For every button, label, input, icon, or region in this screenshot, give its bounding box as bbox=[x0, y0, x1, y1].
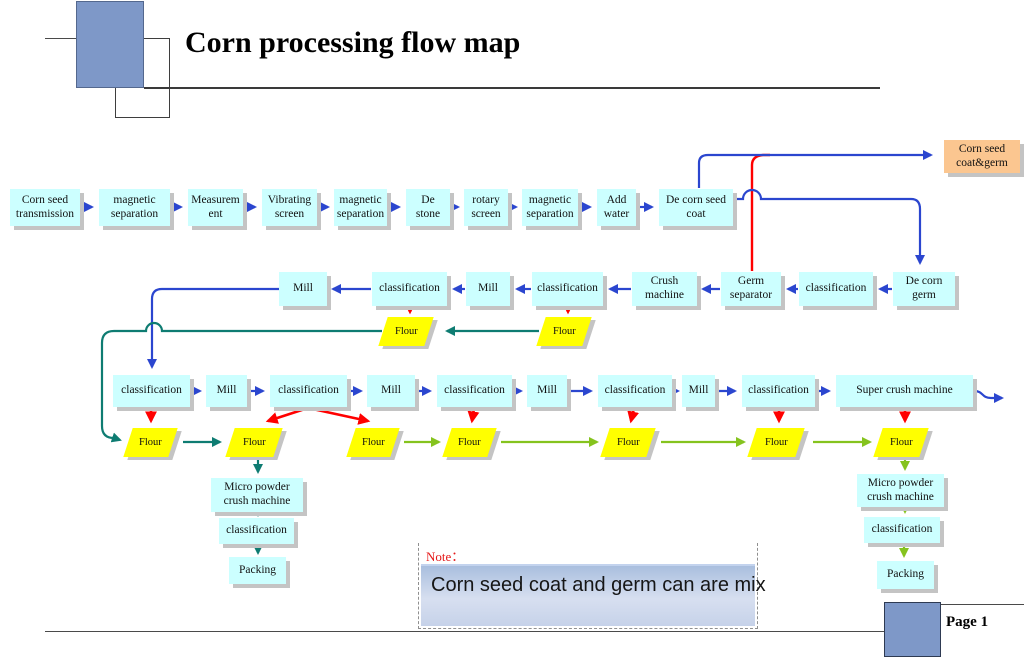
flour-node: Flour bbox=[378, 317, 434, 346]
flow-step: Vibrating screen bbox=[262, 189, 317, 226]
flow-step: Mill bbox=[206, 375, 247, 407]
note-container: Note： Corn seed coat and germ can are mi… bbox=[418, 543, 766, 629]
flow-step: Micro powder crush machine bbox=[211, 478, 303, 512]
flow-step: De stone bbox=[406, 189, 450, 226]
header-rule bbox=[144, 87, 880, 89]
flow-step: classification bbox=[113, 375, 190, 407]
page-title: Corn processing flow map bbox=[185, 26, 521, 59]
flow-step: magnetic separation bbox=[334, 189, 387, 226]
note-box: Corn seed coat and germ can are mix bbox=[421, 564, 766, 626]
flow-step: Crush machine bbox=[632, 272, 697, 306]
flow-step: Packing bbox=[877, 561, 934, 589]
flow-step: Packing bbox=[229, 557, 286, 584]
flow-step: classification bbox=[219, 518, 294, 544]
output-node: Corn seed coat&germ bbox=[944, 140, 1020, 173]
flow-step: classification bbox=[598, 375, 672, 407]
flow-step: classification bbox=[864, 517, 940, 543]
flow-step: classification bbox=[742, 375, 815, 407]
flow-step: Mill bbox=[682, 375, 715, 407]
flow-step: classification bbox=[532, 272, 603, 306]
flow-step: Super crush machine bbox=[836, 375, 973, 407]
flour-node: Flour bbox=[536, 317, 592, 346]
flow-step: Micro powder crush machine bbox=[857, 474, 944, 507]
logo-filled-square bbox=[76, 1, 144, 88]
flow-step: Germ separator bbox=[721, 272, 781, 306]
flow-step: classification bbox=[437, 375, 512, 407]
flour-node: Flour bbox=[225, 428, 283, 457]
flow-step: classification bbox=[270, 375, 347, 407]
flow-step: Mill bbox=[527, 375, 567, 407]
note-label: Note： bbox=[426, 549, 465, 564]
flow-step: Add water bbox=[597, 189, 636, 226]
flow-step: magnetic separation bbox=[99, 189, 170, 226]
flow-step: De corn seed coat bbox=[659, 189, 733, 226]
page-number: Page 1 bbox=[946, 614, 989, 630]
note-text: Corn seed coat and germ can are mix bbox=[431, 574, 766, 596]
flow-step: Mill bbox=[279, 272, 327, 306]
flow-step: Mill bbox=[466, 272, 510, 306]
footer-logo-square bbox=[884, 602, 941, 657]
germ-separator-output-link bbox=[750, 153, 770, 271]
flow-step: classification bbox=[372, 272, 447, 306]
flour-node: Flour bbox=[600, 428, 656, 457]
footer-rule bbox=[45, 631, 885, 632]
flow-step: De corn germ bbox=[893, 272, 955, 306]
flow-step: classification bbox=[799, 272, 873, 306]
flow-step: Corn seed transmission bbox=[10, 189, 80, 226]
flow-step: Mill bbox=[367, 375, 415, 407]
green-flour-links bbox=[404, 436, 911, 559]
flow-step: rotary screen bbox=[464, 189, 508, 226]
flour-node: Flour bbox=[442, 428, 497, 457]
flow-step: magnetic separation bbox=[522, 189, 578, 226]
footer-accent-line bbox=[941, 604, 1024, 605]
flow-step: Measurement bbox=[188, 189, 243, 226]
flour-node: Flour bbox=[346, 428, 400, 457]
flour-node: Flour bbox=[747, 428, 805, 457]
flour-node: Flour bbox=[873, 428, 929, 457]
flour-node: Flour bbox=[123, 428, 178, 457]
